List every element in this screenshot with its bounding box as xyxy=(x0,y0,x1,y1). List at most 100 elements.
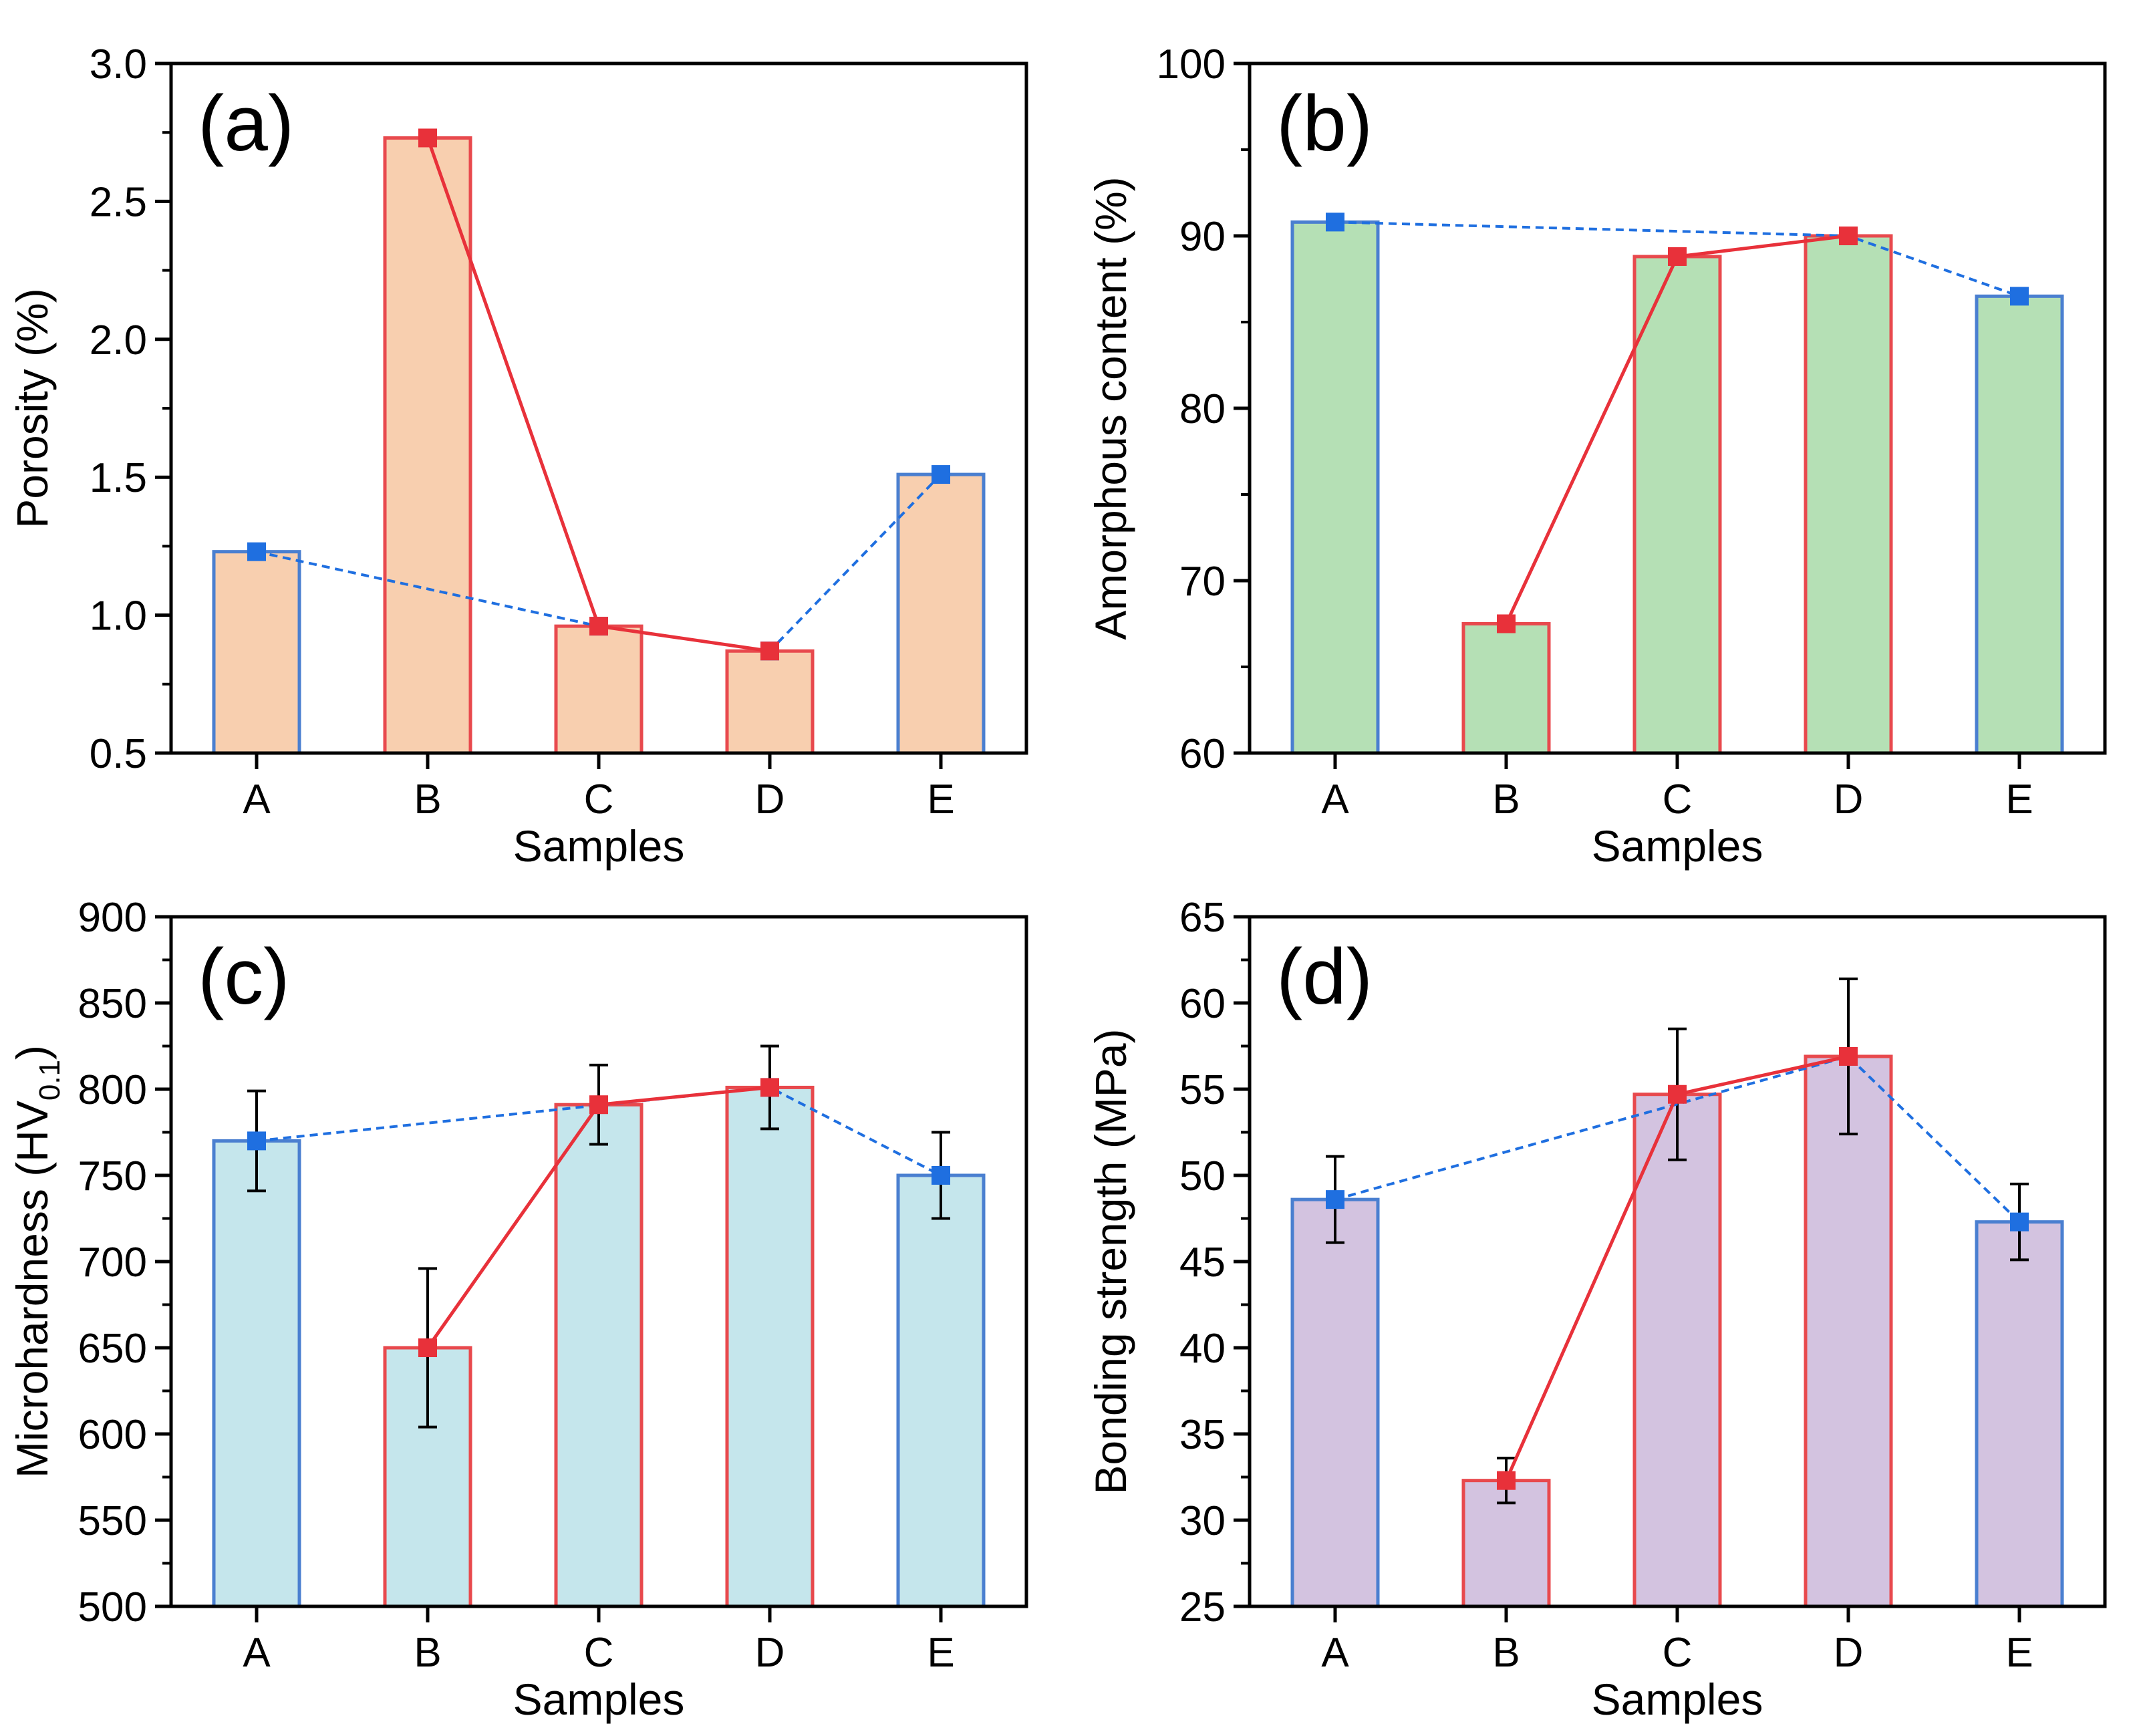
y-tick-label: 550 xyxy=(78,1498,147,1544)
y-axis-label: Amorphous content (%) xyxy=(1086,176,1135,639)
blue-series-point-E xyxy=(932,465,950,484)
bar-E xyxy=(1975,294,2064,755)
x-tick-label: E xyxy=(2005,1630,2033,1676)
panel-label: (a) xyxy=(198,80,294,168)
red-series-point-B xyxy=(1497,1471,1516,1490)
blue-series-point-A xyxy=(1326,212,1344,232)
bar-C xyxy=(1632,1093,1722,1608)
x-tick-label: C xyxy=(1663,776,1693,823)
red-series-point-B xyxy=(418,128,437,148)
blue-series-point-A xyxy=(1326,1190,1344,1209)
red-series-point-D xyxy=(1839,1046,1858,1066)
blue-series-point-A xyxy=(247,1131,266,1151)
y-axis-label: Bonding strength (MPa) xyxy=(1086,1028,1135,1494)
x-tick-label: D xyxy=(1834,776,1864,823)
bar-E xyxy=(896,472,986,755)
chart-panel-a: 0.5 1.0 1.5 2.0 2.5 3.0 A B C D E Samples Porosity (… xyxy=(7,41,1028,871)
panel-label: (d) xyxy=(1276,933,1373,1021)
x-tick-label: C xyxy=(1663,1630,1693,1676)
x-axis-label: Samples xyxy=(1592,821,1763,871)
blue-series-point-A xyxy=(247,542,266,561)
red-series-point-B xyxy=(1497,614,1516,633)
bar-A xyxy=(1290,220,1380,755)
y-axis-label: Porosity (%) xyxy=(7,288,57,528)
red-series-point-D xyxy=(760,641,779,661)
y-tick-label: 45 xyxy=(1179,1240,1226,1286)
bar-C xyxy=(554,1103,644,1608)
x-tick-label: E xyxy=(927,1630,954,1676)
y-tick-label: 35 xyxy=(1179,1412,1226,1458)
y-tick-label: 1.0 xyxy=(90,593,147,639)
bar-A xyxy=(212,1139,301,1608)
y-tick-label: 700 xyxy=(78,1240,147,1286)
x-tick-label: E xyxy=(927,776,954,823)
y-tick-label: 900 xyxy=(78,895,147,941)
x-tick-label: A xyxy=(1321,1630,1349,1676)
x-tick-label: D xyxy=(1834,1630,1864,1676)
y-tick-label: 60 xyxy=(1179,731,1226,777)
red-series-point-D xyxy=(1839,227,1858,245)
red-series-point-D xyxy=(760,1078,779,1097)
x-tick-label: C xyxy=(584,776,614,823)
bar-A xyxy=(1290,1197,1380,1608)
y-tick-label: 750 xyxy=(78,1153,147,1199)
y-axis-label: Microhardness (HV0.1) xyxy=(7,1045,66,1478)
y-tick-label: 1.5 xyxy=(90,455,147,501)
bar-E xyxy=(896,1173,986,1608)
bar-E xyxy=(1975,1220,2064,1608)
chart-panel-b: 60 70 80 90 100 A B C D E Samples Amorphous content… xyxy=(1086,41,2107,871)
x-tick-label: A xyxy=(243,776,271,823)
red-series-point-C xyxy=(1668,247,1687,266)
x-tick-label: C xyxy=(584,1630,614,1676)
panel-label: (b) xyxy=(1276,80,1373,168)
bar-D xyxy=(725,1085,815,1608)
y-tick-label: 40 xyxy=(1179,1326,1226,1372)
x-tick-label: D xyxy=(755,1630,785,1676)
bar-B xyxy=(383,136,472,755)
y-tick-label: 2.0 xyxy=(90,317,147,364)
y-tick-label: 60 xyxy=(1179,981,1226,1027)
blue-series-line xyxy=(1334,1054,2021,1223)
chart-panel-d: 25 30 35 40 45 50 55 60 65 A B C D E Samples Bonding st… xyxy=(1086,895,2107,1724)
x-axis-label: Samples xyxy=(513,1675,685,1724)
y-tick-label: 850 xyxy=(78,981,147,1027)
panel-label: (c) xyxy=(198,933,290,1021)
bar-A xyxy=(212,550,301,755)
blue-series-line xyxy=(256,1086,942,1177)
blue-series-line xyxy=(256,473,942,653)
bar-D xyxy=(1804,234,1893,755)
bar-B xyxy=(1461,622,1551,755)
bar-C xyxy=(554,624,644,755)
red-series-point-C xyxy=(589,617,608,636)
x-axis-label: Samples xyxy=(513,821,685,871)
y-tick-label: 25 xyxy=(1179,1584,1226,1630)
y-tick-label: 2.5 xyxy=(90,179,147,225)
y-tick-label: 90 xyxy=(1179,214,1226,260)
y-tick-label: 80 xyxy=(1179,386,1226,432)
bar-D xyxy=(725,649,815,755)
y-tick-label: 70 xyxy=(1179,559,1226,605)
y-tick-label: 650 xyxy=(78,1326,147,1372)
x-tick-label: A xyxy=(1321,776,1349,823)
y-tick-label: 600 xyxy=(78,1412,147,1458)
y-tick-label: 500 xyxy=(78,1584,147,1630)
blue-series-point-E xyxy=(932,1166,950,1185)
x-tick-label: E xyxy=(2005,776,2033,823)
x-tick-label: D xyxy=(755,776,785,823)
x-tick-label: A xyxy=(243,1630,271,1676)
red-series-point-B xyxy=(418,1338,437,1357)
chart-panel-c: 500 550 600 650 700 750 800 850 900 A B C D E Samples M… xyxy=(7,895,1028,1724)
x-tick-label: B xyxy=(414,1630,441,1676)
y-tick-label: 800 xyxy=(78,1067,147,1113)
y-tick-label: 3.0 xyxy=(90,41,147,88)
y-tick-label: 50 xyxy=(1179,1153,1226,1199)
blue-series-point-E xyxy=(2010,287,2029,306)
red-series-point-C xyxy=(589,1095,608,1115)
red-series-line xyxy=(426,137,770,653)
y-tick-label: 0.5 xyxy=(90,731,147,777)
y-tick-label: 30 xyxy=(1179,1498,1226,1544)
blue-series-point-E xyxy=(2010,1212,2029,1232)
x-tick-label: B xyxy=(1492,776,1520,823)
